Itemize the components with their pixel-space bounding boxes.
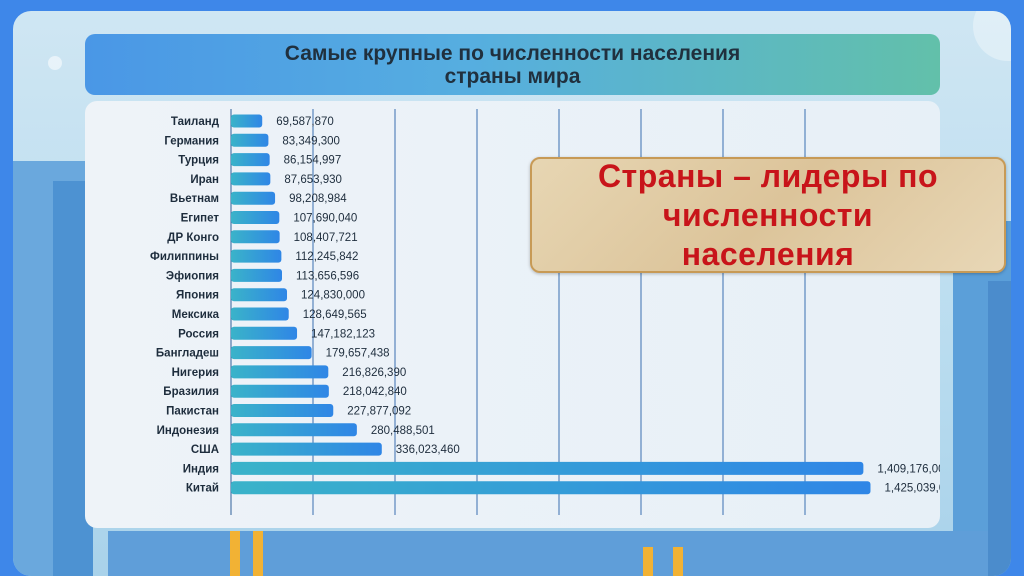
window bbox=[643, 547, 653, 576]
bar bbox=[231, 268, 283, 282]
category-label: Эфиопия bbox=[166, 270, 219, 282]
value-label: 113,656,596 bbox=[296, 270, 359, 282]
category-label: Филиппины bbox=[150, 251, 219, 263]
bar bbox=[231, 346, 312, 360]
population-bar-chart: Таиланд 69,587,870 Германия 83,349,300 Турци… bbox=[150, 109, 940, 515]
category-label: Япония bbox=[176, 290, 219, 302]
building bbox=[108, 531, 988, 576]
bar bbox=[231, 423, 357, 437]
value-label: 1,409,176,000 bbox=[877, 463, 940, 475]
bar bbox=[231, 288, 288, 302]
value-label: 98,208,984 bbox=[289, 193, 347, 205]
category-label: Германия bbox=[164, 135, 219, 147]
bar bbox=[231, 384, 329, 398]
chart-title-line-1: Самые крупные по численности населения bbox=[284, 41, 741, 65]
value-label: 280,488,501 bbox=[371, 425, 435, 437]
value-label: 216,826,390 bbox=[342, 367, 406, 379]
bar bbox=[231, 365, 329, 379]
window bbox=[253, 531, 263, 576]
bar bbox=[231, 191, 276, 205]
category-label: Бразилия bbox=[163, 386, 219, 398]
bar bbox=[231, 153, 270, 167]
bar bbox=[231, 133, 269, 147]
value-label: 218,042,840 bbox=[343, 386, 407, 398]
value-label: 1,425,039,000 bbox=[884, 483, 940, 495]
value-label: 336,023,460 bbox=[396, 444, 460, 456]
value-label: 83,349,300 bbox=[282, 135, 340, 147]
category-label: Таиланд bbox=[171, 116, 220, 128]
bar bbox=[231, 481, 871, 495]
category-label: ДР Конго bbox=[167, 232, 219, 244]
callout-line-3: населения bbox=[681, 235, 855, 272]
value-label: 86,154,997 bbox=[284, 155, 342, 167]
decor-circle bbox=[48, 56, 62, 70]
bar bbox=[231, 461, 864, 475]
category-label: Бангладеш bbox=[156, 348, 219, 360]
category-label: Иран bbox=[190, 174, 219, 186]
value-label: 107,690,040 bbox=[293, 213, 357, 225]
category-label: Мексика bbox=[172, 309, 220, 321]
decor-circle bbox=[973, 11, 1011, 61]
callout-line-1: Страны – лидеры по bbox=[597, 157, 939, 194]
category-label: Индонезия bbox=[157, 425, 219, 437]
value-label: 108,407,721 bbox=[294, 232, 358, 244]
category-label: Турция bbox=[178, 155, 219, 167]
category-label: Нигерия bbox=[172, 367, 219, 379]
value-label: 128,649,565 bbox=[303, 309, 367, 321]
category-label: Индия bbox=[183, 463, 219, 475]
category-label: Вьетнам bbox=[170, 193, 219, 205]
value-label: 147,182,123 bbox=[311, 328, 375, 340]
value-label: 179,657,438 bbox=[326, 348, 390, 360]
chart-title-banner: Самые крупные по численности населения с… bbox=[85, 34, 940, 95]
category-label: Египет bbox=[181, 213, 220, 225]
category-label: Пакистан bbox=[166, 406, 219, 418]
bar bbox=[231, 442, 382, 456]
chart-title-line-2: страны мира bbox=[444, 64, 581, 88]
category-label: Китай bbox=[186, 483, 219, 495]
window bbox=[230, 531, 240, 576]
value-label: 112,245,842 bbox=[295, 251, 358, 263]
bar bbox=[231, 249, 282, 263]
bar bbox=[231, 114, 263, 128]
category-label: Россия bbox=[178, 328, 219, 340]
bar bbox=[231, 307, 289, 321]
callout-line-2: численности bbox=[662, 196, 874, 233]
value-label: 124,830,000 bbox=[301, 290, 365, 302]
bar bbox=[231, 404, 334, 417]
category-label: США bbox=[191, 444, 219, 456]
value-label: 227,877,092 bbox=[347, 406, 411, 418]
bar bbox=[231, 172, 271, 186]
bar bbox=[231, 230, 280, 244]
leaders-callout: Страны – лидеры по численности населения bbox=[530, 157, 1006, 273]
bar bbox=[231, 211, 280, 224]
value-label: 69,587,870 bbox=[276, 116, 334, 128]
window bbox=[673, 547, 683, 576]
value-label: 87,653,930 bbox=[284, 174, 342, 186]
building bbox=[988, 281, 1011, 576]
bar bbox=[231, 326, 298, 340]
